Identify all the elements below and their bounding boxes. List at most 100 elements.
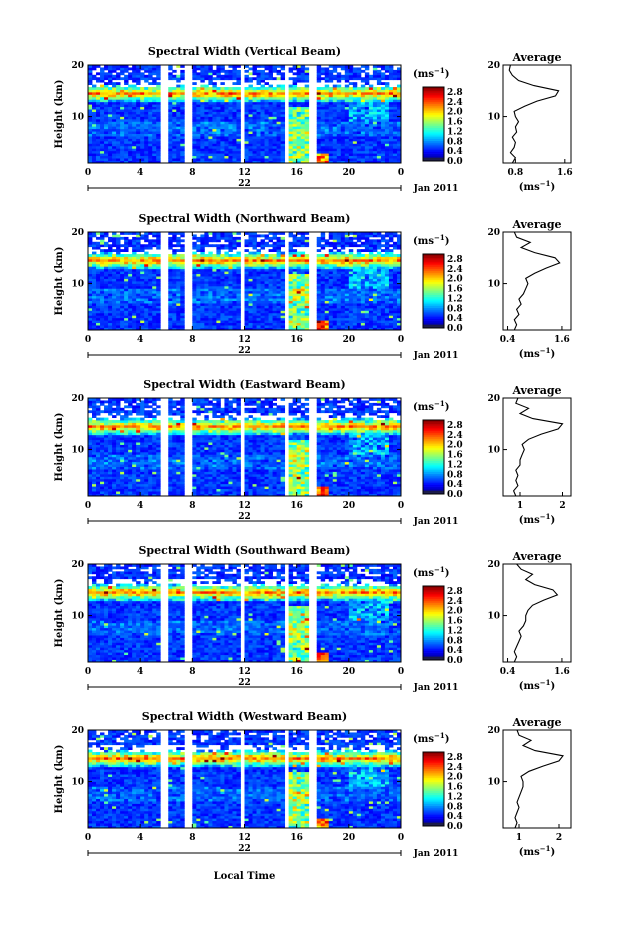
average-title: Average bbox=[511, 384, 561, 397]
panel-2: Spectral Width (Northward Beam) 0 4 8 12 16 20… bbox=[54, 212, 572, 361]
colorbar-tick-label: 1.2 bbox=[447, 460, 463, 470]
y-tick-label: 20 bbox=[71, 560, 84, 570]
colorbar-tick-label: 1.2 bbox=[447, 626, 463, 636]
colorbar-tick-label: 1.2 bbox=[447, 127, 463, 137]
x-tick-label: 0 bbox=[398, 833, 404, 843]
date-label: Jan 2011 bbox=[413, 683, 459, 693]
x-tick-label: 8 bbox=[189, 833, 195, 843]
average-profile: Average 0.8 1.6 10 20 (ms−1) bbox=[487, 51, 572, 193]
colorbar-tick-label: 2.0 bbox=[447, 773, 463, 783]
x-tick-label: 4 bbox=[137, 501, 143, 511]
x-tick-label: 20 bbox=[343, 833, 356, 843]
average-unit: (ms−1) bbox=[519, 844, 555, 858]
date-label: Jan 2011 bbox=[413, 517, 459, 527]
average-x-tick-label: 1 bbox=[517, 501, 523, 511]
colorbar-tick-label: 2.8 bbox=[447, 587, 463, 597]
day-label: 22 bbox=[238, 346, 251, 356]
colorbar-tick-label: 1.6 bbox=[447, 285, 463, 295]
x-tick-label: 4 bbox=[137, 833, 143, 843]
average-frame bbox=[502, 729, 572, 829]
panel-1: Spectral Width (Vertical Beam) 0 4 8 12 16 20 0… bbox=[54, 45, 573, 194]
y-tick-label: 10 bbox=[71, 446, 84, 456]
average-frame bbox=[502, 64, 572, 164]
average-title: Average bbox=[511, 218, 561, 231]
average-line bbox=[513, 563, 559, 663]
x-tick-label: 16 bbox=[290, 168, 303, 178]
y-tick-label: 10 bbox=[71, 612, 84, 622]
x-axis-label: Local Time bbox=[214, 871, 276, 882]
colorbar-unit: (ms−1) bbox=[413, 66, 449, 80]
heatmap bbox=[88, 232, 402, 331]
colorbar-unit: (ms−1) bbox=[413, 731, 449, 745]
x-tick-label: 12 bbox=[238, 501, 251, 511]
y-axis-label: Height (km) bbox=[54, 413, 65, 482]
x-tick-label: 0 bbox=[85, 667, 91, 677]
average-x-tick-label: 1.6 bbox=[554, 667, 570, 677]
x-tick-label: 20 bbox=[343, 168, 356, 178]
x-tick-label: 0 bbox=[85, 833, 91, 843]
x-tick-label: 8 bbox=[189, 667, 195, 677]
panel-5: Spectral Width (Westward Beam)0 4 8 12 16 20 0… bbox=[54, 710, 572, 859]
x-tick-label: 20 bbox=[343, 667, 356, 677]
x-tick-label: 12 bbox=[238, 168, 251, 178]
average-y-tick-label: 20 bbox=[487, 394, 500, 404]
average-x-tick-label: 1.6 bbox=[554, 335, 570, 345]
x-tick-label: 20 bbox=[343, 501, 356, 511]
average-profile: Average 1 2 10 20 (ms−1) bbox=[487, 716, 572, 858]
colorbar-tick-label: 0.8 bbox=[447, 304, 463, 314]
x-tick-label: 16 bbox=[290, 335, 303, 345]
colorbar-tick-label: 2.8 bbox=[447, 88, 463, 98]
colorbar-tick-label: 0.8 bbox=[447, 636, 463, 646]
colorbar-tick-label: 0.0 bbox=[447, 822, 463, 832]
y-axis-label: Height (km) bbox=[54, 247, 65, 316]
average-title: Average bbox=[511, 716, 561, 729]
colorbar-tick-label: 0.4 bbox=[447, 314, 463, 324]
colorbar-tick-label: 0.4 bbox=[447, 812, 463, 822]
colorbar-tick-label: 2.4 bbox=[447, 431, 463, 441]
panel-title: Spectral Width (Eastward Beam) bbox=[143, 378, 345, 391]
date-label: Jan 2011 bbox=[413, 849, 459, 859]
y-tick-label: 20 bbox=[71, 61, 84, 71]
colorbar-tick-label: 2.4 bbox=[447, 763, 463, 773]
average-y-tick-label: 20 bbox=[487, 560, 500, 570]
day-label: 22 bbox=[238, 512, 251, 522]
average-x-tick-label: 2 bbox=[556, 833, 562, 843]
x-tick-label: 8 bbox=[189, 335, 195, 345]
x-tick-label: 4 bbox=[137, 168, 143, 178]
day-label: 22 bbox=[238, 678, 251, 688]
colorbar-tick-label: 1.2 bbox=[447, 792, 463, 802]
colorbar-tick-label: 0.0 bbox=[447, 656, 463, 666]
panel-title: Spectral Width (Southward Beam) bbox=[138, 544, 350, 557]
y-tick-label: 20 bbox=[71, 726, 84, 736]
average-y-tick-label: 10 bbox=[487, 446, 500, 456]
colorbar-tick-label: 0.8 bbox=[447, 802, 463, 812]
colorbar-unit: (ms−1) bbox=[413, 233, 449, 247]
average-unit: (ms−1) bbox=[519, 512, 555, 526]
colorbar-tick-label: 0.4 bbox=[447, 147, 463, 157]
average-profile: Average 0.4 1.6 10 20 (ms−1) bbox=[487, 550, 572, 692]
average-y-tick-label: 10 bbox=[487, 612, 500, 622]
average-frame bbox=[502, 397, 572, 497]
average-unit: (ms−1) bbox=[519, 678, 555, 692]
colorbar: 2.82.42.01.61.20.80.40.0 bbox=[422, 585, 463, 666]
x-tick-label: 8 bbox=[189, 501, 195, 511]
colorbar-tick-label: 2.8 bbox=[447, 753, 463, 763]
x-tick-label: 0 bbox=[398, 667, 404, 677]
colorbar-tick-label: 2.4 bbox=[447, 597, 463, 607]
x-tick-label: 16 bbox=[290, 833, 303, 843]
colorbar-tick-label: 0.4 bbox=[447, 646, 463, 656]
y-tick-label: 10 bbox=[71, 113, 84, 123]
colorbar-tick-label: 1.6 bbox=[447, 783, 463, 793]
x-tick-label: 20 bbox=[343, 335, 356, 345]
average-unit: (ms−1) bbox=[519, 179, 555, 193]
colorbar: 2.82.42.01.61.20.80.40.0 bbox=[422, 751, 463, 832]
colorbar-tick-label: 2.0 bbox=[447, 607, 463, 617]
x-tick-label: 16 bbox=[290, 501, 303, 511]
colorbar-unit: (ms−1) bbox=[413, 399, 449, 413]
x-tick-label: 0 bbox=[85, 335, 91, 345]
average-line bbox=[513, 231, 561, 331]
colorbar-tick-label: 2.4 bbox=[447, 265, 463, 275]
y-axis-label: Height (km) bbox=[54, 579, 65, 648]
average-x-tick-label: 0.4 bbox=[500, 667, 516, 677]
